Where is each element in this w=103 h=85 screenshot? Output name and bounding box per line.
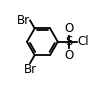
Text: S: S <box>65 35 73 48</box>
Text: O: O <box>64 49 74 62</box>
Text: Br: Br <box>23 63 37 76</box>
Text: O: O <box>64 22 74 35</box>
Text: Cl: Cl <box>78 35 89 48</box>
Text: Br: Br <box>17 14 30 27</box>
